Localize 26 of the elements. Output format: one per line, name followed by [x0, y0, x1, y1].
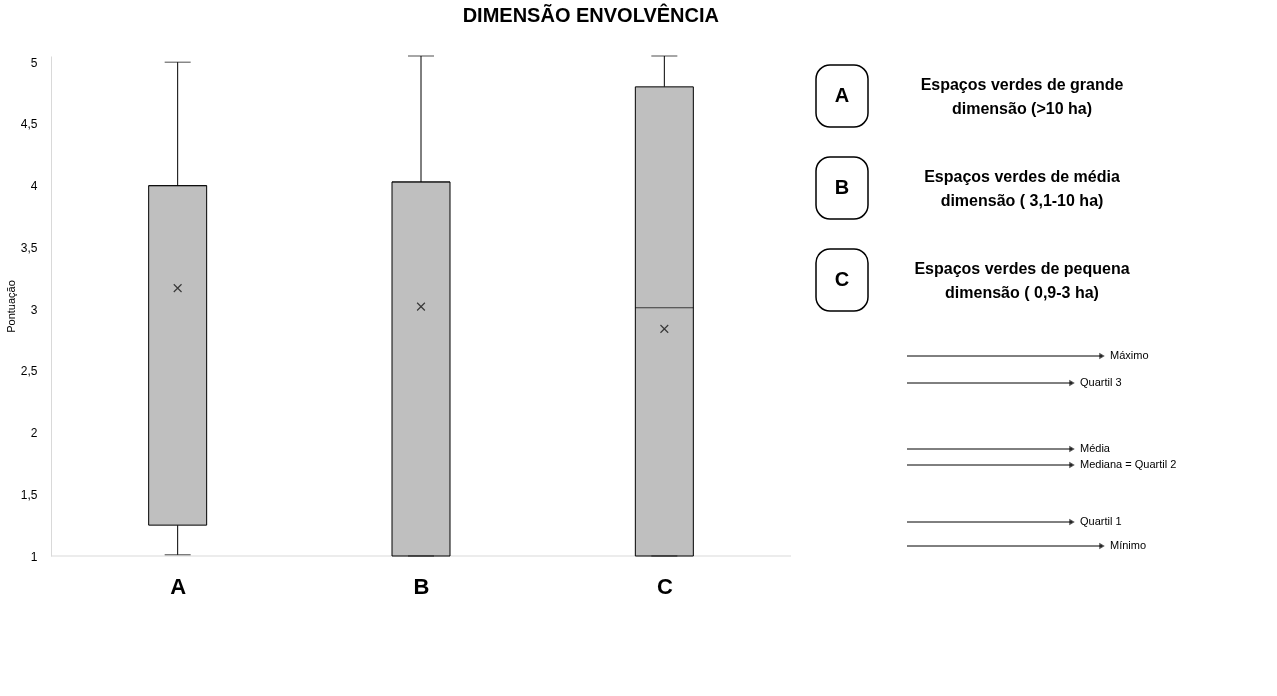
category-label: B [834, 176, 850, 198]
text: Mediana = Quartil 2 [1080, 458, 1177, 470]
y-tick-label: 3,5 [20, 240, 38, 255]
text: Quartil 3 [1080, 376, 1122, 388]
chart-title: DIMENSÃO ENVOLVÊNCIA [462, 2, 719, 26]
y-tick-label: 4 [30, 179, 38, 194]
y-tick-label: 1,5 [20, 487, 38, 502]
y-tick-label: 2 [30, 426, 38, 441]
text: Espaços verdes de pequena dimensão ( 0,9-3 ha) [914, 260, 1130, 301]
category-label: A [834, 84, 850, 106]
y-tick-label: 4,5 [20, 117, 38, 132]
x-tick-label: C [656, 573, 673, 599]
y-axis-title: Pontuação [4, 280, 17, 333]
y-tick-label: 2,5 [20, 364, 38, 379]
x-tick-label: A [170, 573, 187, 599]
y-tick-label: 1 [30, 549, 38, 564]
text: Espaços verdes de grande dimensão (>10 ha) [920, 76, 1124, 117]
category-label: C [834, 268, 850, 290]
x-tick-label: B [413, 573, 430, 599]
text: Mínimo [1110, 539, 1147, 551]
y-tick-label: 5 [30, 55, 38, 70]
y-tick-label: 3 [30, 302, 38, 317]
text: Média [1080, 442, 1111, 454]
text: Espaços verdes de média dimensão ( 3,1-10 ha) [924, 168, 1120, 209]
text: Quartil 1 [1080, 515, 1122, 527]
text: Máximo [1110, 349, 1149, 361]
